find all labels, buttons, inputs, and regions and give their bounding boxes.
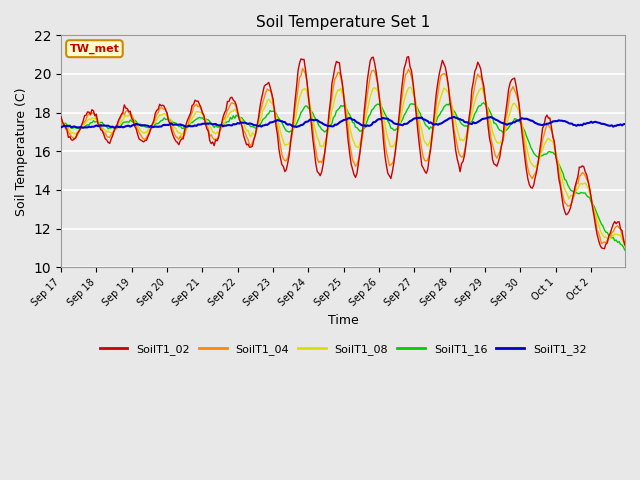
SoilT1_32 — [462, 120, 470, 125]
SoilT1_16 — [94, 119, 102, 125]
SoilT1_16 — [545, 149, 552, 155]
SoilT1_02 — [545, 115, 552, 121]
SoilT1_02 — [600, 246, 608, 252]
SoilT1_02 — [620, 238, 627, 243]
SoilT1_04 — [94, 119, 102, 124]
SoilT1_04 — [299, 66, 307, 72]
SoilT1_08 — [406, 84, 414, 90]
SoilT1_08 — [94, 116, 102, 122]
SoilT1_04 — [57, 117, 65, 122]
SoilT1_02 — [57, 114, 65, 120]
SoilT1_32 — [451, 114, 458, 120]
SoilT1_02 — [76, 126, 84, 132]
SoilT1_32 — [76, 124, 84, 130]
SoilT1_02 — [94, 121, 102, 127]
X-axis label: Time: Time — [328, 314, 358, 327]
SoilT1_02 — [461, 153, 468, 158]
SoilT1_08 — [621, 244, 629, 250]
SoilT1_08 — [76, 127, 84, 132]
SoilT1_16 — [459, 122, 467, 128]
SoilT1_16 — [618, 242, 626, 248]
SoilT1_08 — [618, 236, 626, 242]
Y-axis label: Soil Temperature (C): Soil Temperature (C) — [15, 87, 28, 216]
SoilT1_08 — [461, 136, 468, 142]
SoilT1_04 — [76, 126, 84, 132]
SoilT1_02 — [348, 161, 355, 167]
SoilT1_04 — [545, 122, 552, 128]
SoilT1_32 — [621, 121, 629, 127]
SoilT1_32 — [349, 117, 356, 122]
SoilT1_02 — [404, 54, 412, 60]
SoilT1_04 — [618, 232, 626, 238]
SoilT1_32 — [620, 121, 627, 127]
SoilT1_16 — [480, 100, 488, 106]
SoilT1_32 — [79, 125, 87, 131]
SoilT1_08 — [545, 135, 552, 141]
SoilT1_02 — [621, 242, 629, 248]
Title: Soil Temperature Set 1: Soil Temperature Set 1 — [256, 15, 430, 30]
SoilT1_04 — [461, 148, 468, 154]
SoilT1_16 — [348, 115, 355, 121]
SoilT1_04 — [621, 241, 629, 247]
SoilT1_32 — [57, 124, 65, 130]
SoilT1_08 — [57, 116, 65, 122]
SoilT1_16 — [57, 120, 65, 126]
SoilT1_08 — [348, 130, 355, 136]
Text: TW_met: TW_met — [70, 44, 120, 54]
SoilT1_04 — [349, 157, 356, 163]
Line: SoilT1_04: SoilT1_04 — [61, 69, 625, 244]
SoilT1_16 — [76, 125, 84, 131]
SoilT1_32 — [546, 120, 554, 126]
Line: SoilT1_32: SoilT1_32 — [61, 117, 625, 128]
SoilT1_16 — [621, 247, 629, 253]
SoilT1_32 — [95, 123, 103, 129]
Line: SoilT1_02: SoilT1_02 — [61, 57, 625, 249]
Legend: SoilT1_02, SoilT1_04, SoilT1_08, SoilT1_16, SoilT1_32: SoilT1_02, SoilT1_04, SoilT1_08, SoilT1_… — [95, 339, 591, 359]
Line: SoilT1_08: SoilT1_08 — [61, 87, 625, 247]
Line: SoilT1_16: SoilT1_16 — [61, 103, 625, 250]
